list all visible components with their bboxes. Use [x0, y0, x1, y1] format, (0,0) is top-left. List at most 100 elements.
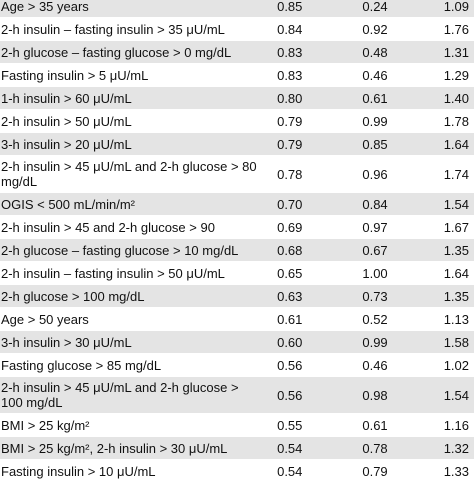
value-1: 0.56 [264, 353, 303, 377]
criterion: 2-h glucose – fasting glucose > 0 mg/dL [0, 40, 265, 64]
value-1: 0.84 [264, 17, 303, 41]
value-3: 1.58 [387, 330, 474, 354]
criterion: 2-h glucose > 100 mg/dL [0, 284, 265, 308]
table-row: 2-h insulin – fasting insulin > 50 μU/mL… [0, 261, 474, 285]
value-3: 1.13 [387, 307, 474, 331]
value-3: 1.78 [387, 109, 474, 133]
table-row: BMI > 25 kg/m², 2-h insulin > 30 μU/mL 0.… [0, 436, 474, 460]
value-3: 1.33 [387, 459, 474, 483]
value-3: 1.16 [387, 413, 474, 437]
value-3: 1.64 [387, 261, 474, 285]
value-2: 0.61 [302, 86, 388, 110]
criterion: Age > 35 years [0, 0, 265, 18]
table-row: Age > 35 years 0.85 0.24 1.09 [0, 0, 474, 18]
value-2: 0.78 [302, 436, 388, 460]
value-3: 1.35 [387, 238, 474, 262]
value-2: 1.00 [302, 261, 388, 285]
criterion: 3-h insulin > 30 μU/mL [0, 330, 265, 354]
value-1: 0.83 [264, 40, 303, 64]
value-2: 0.92 [302, 17, 388, 41]
table-row: 2-h insulin > 50 μU/mL 0.79 0.99 1.78 [0, 109, 474, 133]
criterion: Age > 50 years [0, 307, 265, 331]
criterion: 3-h insulin > 20 μU/mL [0, 132, 265, 156]
value-1: 0.68 [264, 238, 303, 262]
value-1: 0.79 [264, 109, 303, 133]
value-3: 1.54 [387, 376, 474, 414]
value-3: 1.76 [387, 17, 474, 41]
value-1: 0.63 [264, 284, 303, 308]
value-1: 0.56 [264, 376, 303, 414]
table-row: 2-h insulin > 45 and 2-h glucose > 90 0.6… [0, 215, 474, 239]
criterion: 1-h insulin > 60 μU/mL [0, 86, 265, 110]
value-2: 0.46 [302, 353, 388, 377]
criterion: OGIS < 500 mL/min/m² [0, 192, 265, 216]
value-1: 0.69 [264, 215, 303, 239]
value-1: 0.85 [264, 0, 303, 18]
value-2: 0.73 [302, 284, 388, 308]
criterion: 2-h insulin – fasting insulin > 50 μU/mL [0, 261, 265, 285]
criterion: 2-h insulin > 50 μU/mL [0, 109, 265, 133]
criterion: BMI > 25 kg/m², 2-h insulin > 30 μU/mL [0, 436, 265, 460]
value-2: 0.99 [302, 109, 388, 133]
criterion: Fasting insulin > 5 μU/mL [0, 63, 265, 87]
criterion: BMI > 25 kg/m² [0, 413, 265, 437]
value-3: 1.09 [387, 0, 474, 18]
value-2: 0.61 [302, 413, 388, 437]
criterion: 2-h insulin – fasting insulin > 35 μU/mL [0, 17, 265, 41]
value-3: 1.40 [387, 86, 474, 110]
value-2: 0.84 [302, 192, 388, 216]
table-row: Fasting insulin > 10 μU/mL 0.54 0.79 1.33 [0, 459, 474, 483]
table-row: Fasting insulin > 5 μU/mL 0.83 0.46 1.29 [0, 63, 474, 87]
value-1: 0.54 [264, 459, 303, 483]
value-2: 0.85 [302, 132, 388, 156]
value-1: 0.54 [264, 436, 303, 460]
value-2: 0.98 [302, 376, 388, 414]
criterion: Fasting glucose > 85 mg/dL [0, 353, 265, 377]
value-2: 0.52 [302, 307, 388, 331]
value-2: 0.96 [302, 155, 388, 193]
value-1: 0.65 [264, 261, 303, 285]
value-3: 1.64 [387, 132, 474, 156]
value-3: 1.29 [387, 63, 474, 87]
criterion: 2-h insulin > 45 and 2-h glucose > 90 [0, 215, 265, 239]
table-row: OGIS < 500 mL/min/m² 0.70 0.84 1.54 [0, 192, 474, 216]
value-2: 0.97 [302, 215, 388, 239]
table-row: 2-h glucose – fasting glucose > 10 mg/dL… [0, 238, 474, 262]
value-1: 0.55 [264, 413, 303, 437]
value-1: 0.79 [264, 132, 303, 156]
value-3: 1.32 [387, 436, 474, 460]
value-3: 1.54 [387, 192, 474, 216]
table-row: Fasting glucose > 85 mg/dL 0.56 0.46 1.02 [0, 353, 474, 377]
value-1: 0.80 [264, 86, 303, 110]
criterion: Fasting insulin > 10 μU/mL [0, 459, 265, 483]
value-2: 0.24 [302, 0, 388, 18]
value-1: 0.78 [264, 155, 303, 193]
value-2: 0.99 [302, 330, 388, 354]
table-row: BMI > 25 kg/m² 0.55 0.61 1.16 [0, 413, 474, 437]
table-row: 3-h insulin > 30 μU/mL 0.60 0.99 1.58 [0, 330, 474, 354]
value-3: 1.02 [387, 353, 474, 377]
criterion: 2-h glucose – fasting glucose > 10 mg/dL [0, 238, 265, 262]
table-row: 2-h glucose – fasting glucose > 0 mg/dL 0… [0, 40, 474, 64]
table-row: 3-h insulin > 20 μU/mL 0.79 0.85 1.64 [0, 132, 474, 156]
value-3: 1.67 [387, 215, 474, 239]
table-row: 1-h insulin > 60 μU/mL 0.80 0.61 1.40 [0, 86, 474, 110]
value-2: 0.79 [302, 459, 388, 483]
criterion: 2-h insulin > 45 μU/mL and 2-h glucose >… [0, 155, 265, 193]
value-1: 0.83 [264, 63, 303, 87]
table-row: Age > 50 years 0.61 0.52 1.13 [0, 307, 474, 331]
value-3: 1.74 [387, 155, 474, 193]
value-2: 0.46 [302, 63, 388, 87]
value-3: 1.35 [387, 284, 474, 308]
table-row: 2-h insulin > 45 μU/mL and 2-h glucose >… [0, 376, 474, 414]
value-1: 0.61 [264, 307, 303, 331]
value-2: 0.48 [302, 40, 388, 64]
table-row: 2-h glucose > 100 mg/dL 0.63 0.73 1.35 [0, 284, 474, 308]
value-1: 0.70 [264, 192, 303, 216]
value-2: 0.67 [302, 238, 388, 262]
value-3: 1.31 [387, 40, 474, 64]
table-row: 2-h insulin – fasting insulin > 35 μU/mL… [0, 17, 474, 41]
